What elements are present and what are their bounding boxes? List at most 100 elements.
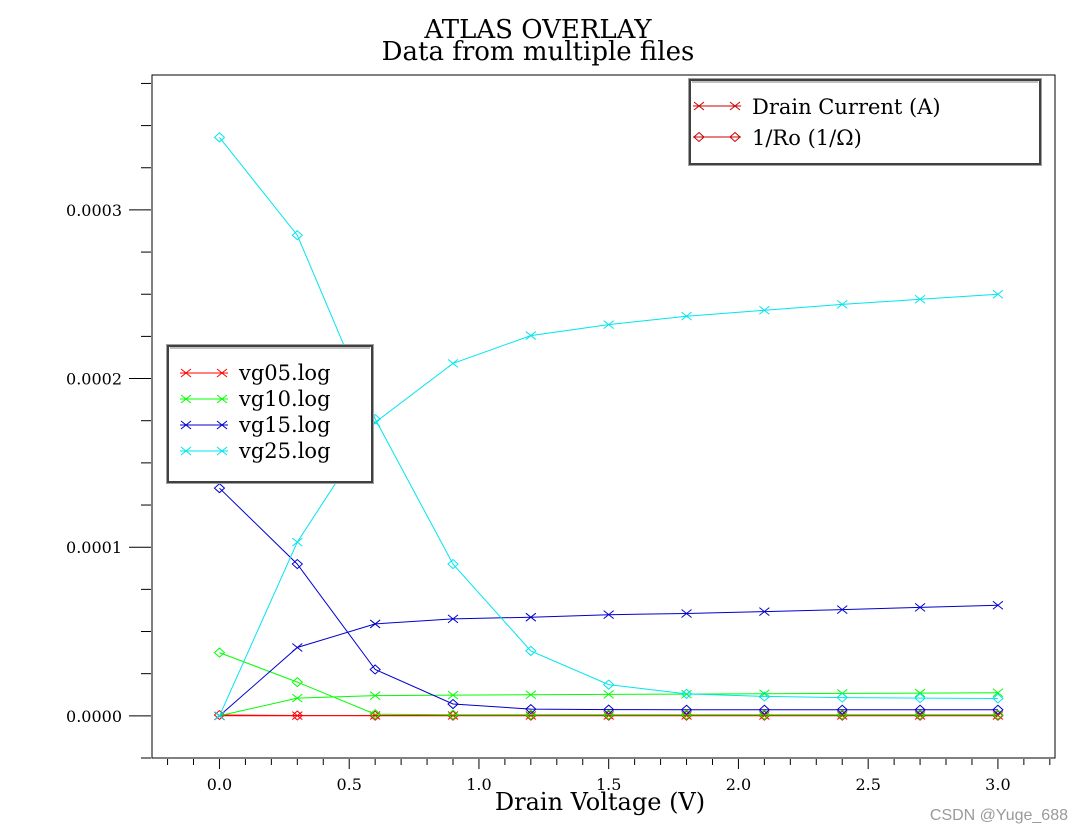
data-point xyxy=(758,704,771,715)
legend-label: vg05.log xyxy=(238,361,331,385)
data-point xyxy=(914,709,926,720)
data-point xyxy=(291,230,304,241)
plot-frame xyxy=(151,74,1056,759)
legend-marker xyxy=(216,394,228,404)
data-point xyxy=(680,688,693,700)
legend-marker xyxy=(693,131,705,143)
legend-marker xyxy=(180,368,192,378)
data-point xyxy=(447,690,459,700)
data-point xyxy=(602,704,615,715)
data-point xyxy=(447,710,459,721)
data-point xyxy=(914,710,926,721)
quantities-legend: Drain Current (A) 1/Ro (1/Ω) xyxy=(688,78,1042,166)
data-point xyxy=(992,688,1004,698)
data-point xyxy=(992,710,1004,721)
data-point xyxy=(603,690,615,699)
plot-area: 0.0000 0.0001 0.0002 0.0003 0.0 0.5 1.0 1.5 2.0 2… xyxy=(66,74,1056,794)
data-point xyxy=(525,690,537,700)
y-tick-label: 0.0000 xyxy=(66,707,122,726)
data-point xyxy=(914,603,926,612)
data-point xyxy=(369,708,381,720)
data-point xyxy=(680,704,693,715)
data-point xyxy=(603,610,615,620)
data-point xyxy=(992,709,1004,720)
x-tick-label: 0.0 xyxy=(207,775,232,794)
data-point xyxy=(681,609,692,618)
x-tick-label: 3.0 xyxy=(985,775,1010,794)
data-point xyxy=(992,600,1004,610)
data-point xyxy=(836,710,848,721)
data-point xyxy=(681,311,692,321)
legend-marker xyxy=(693,101,705,111)
data-point xyxy=(836,605,848,614)
legend-outer-border xyxy=(688,78,1042,166)
data-point xyxy=(525,645,537,657)
data-point xyxy=(759,607,770,617)
watermark: CSDN @Yuge_688 xyxy=(929,807,1068,824)
y-tick-label: 0.0003 xyxy=(66,201,122,220)
legend-marker xyxy=(180,446,192,456)
x-tick-label: 2.0 xyxy=(726,775,751,794)
data-point xyxy=(914,704,926,715)
legend-marker xyxy=(729,131,741,143)
data-point xyxy=(680,710,693,721)
y-tick-label: 0.0002 xyxy=(66,370,122,389)
legend-inner-border xyxy=(689,79,1041,165)
x-tick-label: 1.5 xyxy=(596,775,621,794)
legend-marker xyxy=(216,368,228,378)
legend-label: vg15.log xyxy=(238,413,331,437)
data-point xyxy=(525,710,537,721)
data-point xyxy=(602,679,615,690)
data-point xyxy=(992,693,1004,704)
legend-label: 1/Ro (1/Ω) xyxy=(752,126,862,150)
data-point xyxy=(447,614,459,624)
data-point xyxy=(525,612,537,622)
data-point xyxy=(836,692,848,703)
data-point xyxy=(603,320,615,329)
data-point xyxy=(447,358,459,368)
legend-marker xyxy=(216,446,228,456)
legend-marker xyxy=(216,420,228,430)
series-line xyxy=(219,487,998,711)
data-point xyxy=(447,698,459,710)
data-point xyxy=(836,709,848,720)
x-axis-label: Drain Voltage (V) xyxy=(495,788,705,816)
legend-inner-border xyxy=(167,345,373,483)
legend-background xyxy=(166,344,374,484)
data-point xyxy=(914,692,926,704)
data-point xyxy=(525,331,537,340)
data-point xyxy=(759,305,770,315)
legend-background xyxy=(688,78,1042,166)
data-point xyxy=(602,710,615,721)
x-tick-label: 0.5 xyxy=(336,775,361,794)
data-point xyxy=(369,691,381,700)
chart-subtitle: Data from multiple files xyxy=(382,37,695,67)
series-vg10-log-inv-ro xyxy=(213,647,1004,720)
data-point xyxy=(680,709,693,720)
data-point xyxy=(291,710,304,721)
legend-label: Drain Current (A) xyxy=(752,95,941,119)
data-point xyxy=(214,711,225,721)
chart-title: ATLAS OVERLAY xyxy=(423,15,652,45)
data-point xyxy=(369,619,381,629)
data-point xyxy=(758,709,771,720)
data-point xyxy=(291,676,304,688)
data-point xyxy=(213,483,226,494)
series-line xyxy=(219,714,998,717)
data-point xyxy=(213,647,226,658)
legend-marker xyxy=(180,420,192,430)
x-tick-label: 1.0 xyxy=(466,775,491,794)
data-point xyxy=(992,289,1004,299)
legend-outer-border xyxy=(166,344,374,484)
data-point xyxy=(602,709,615,720)
data-point xyxy=(369,664,381,675)
series-vg15-log-drain-current xyxy=(214,600,1004,721)
series-vg15-log-inv-ro xyxy=(213,483,1004,715)
data-point xyxy=(525,709,537,720)
data-point xyxy=(291,537,303,547)
series-line xyxy=(219,692,998,717)
data-point xyxy=(447,558,459,570)
data-point xyxy=(291,693,303,703)
